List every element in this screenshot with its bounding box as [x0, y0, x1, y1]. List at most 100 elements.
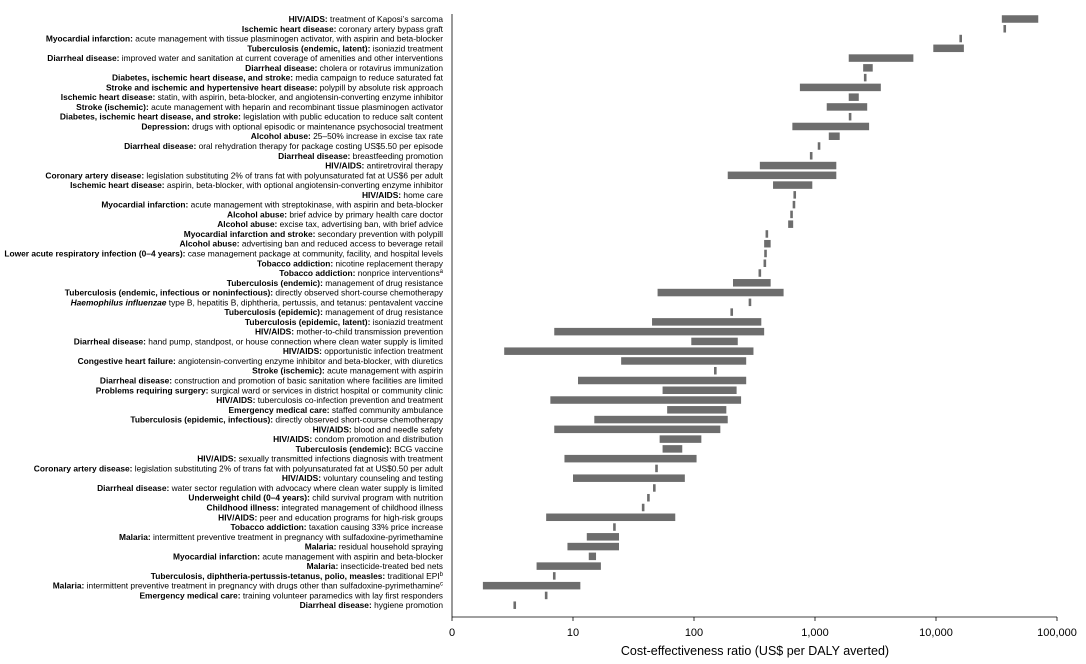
- range-bar: [552, 572, 556, 580]
- row-label-intervention: tuberculosis co-infection prevention and…: [255, 395, 443, 405]
- row-label: Underweight child (0–4 years): child sur…: [188, 493, 443, 503]
- range-bar: [758, 269, 762, 277]
- range-bar: [759, 161, 837, 170]
- row-label: Myocardial infarction and stroke: second…: [184, 229, 443, 239]
- row-label: Myocardial infarction: acute management …: [46, 34, 443, 44]
- row-label: HIV/AIDS: sexually transmitted infection…: [197, 454, 443, 464]
- row-label-intervention: cholera or rotavirus immunization: [317, 63, 443, 73]
- row-label: Diarrheal disease: hygiene promotion: [300, 600, 444, 610]
- row-label-intervention: integrated management of childhood illne…: [279, 503, 443, 513]
- row-label-intervention: angiotensin-converting enzyme inhibitor …: [176, 356, 443, 366]
- range-bar: [662, 386, 737, 395]
- range-bar: [586, 533, 620, 541]
- range-bar: [773, 181, 813, 189]
- range-bar: [764, 239, 771, 248]
- range-bar: [554, 327, 765, 336]
- row-label-category: Lower acute respiratory infection (0–4 y…: [4, 248, 185, 258]
- range-bar: [848, 112, 852, 121]
- x-tick-label: 10,000: [919, 627, 953, 639]
- row-label-intervention: BCG vaccine: [392, 444, 444, 454]
- x-axis-title: Cost-effectiveness ratio (US$ per DALY a…: [621, 644, 889, 658]
- row-label: Diarrheal disease: construction and prom…: [100, 375, 443, 385]
- row-label-category: Underweight child (0–4 years):: [188, 493, 309, 503]
- row-label-category: HIV/AIDS:: [216, 395, 255, 405]
- row-label-intervention: isoniazid treatment: [370, 43, 443, 53]
- bars: [482, 15, 1039, 609]
- row-label: Tuberculosis (endemic, latent): isoniazi…: [247, 43, 443, 53]
- row-label-intervention: polypill by absolute risk approach: [317, 82, 443, 92]
- range-bar: [848, 93, 859, 101]
- row-label: Ischemic heart disease: statin, with asp…: [61, 92, 443, 102]
- row-label: Depression: drugs with optional episodic…: [141, 121, 443, 131]
- range-bar: [653, 484, 656, 492]
- range-bar: [959, 34, 962, 43]
- row-label: Diarrheal disease: water sector regulati…: [97, 483, 443, 493]
- row-label-intervention: treatment of Kaposi’s sarcoma: [328, 14, 444, 24]
- row-label-intervention: nonprice interventions: [355, 268, 439, 278]
- range-bar: [578, 376, 747, 385]
- row-label: Congestive heart failure: angiotensin-co…: [78, 356, 443, 366]
- range-bar: [613, 523, 616, 531]
- row-label-category: Diarrheal disease:: [124, 141, 196, 151]
- range-bar: [828, 132, 840, 140]
- row-label-intervention: legislation substituting 2% of trans fat…: [144, 170, 444, 180]
- row-label: Ischemic heart disease: coronary artery …: [242, 24, 444, 34]
- row-label-intervention: staffed community ambulance: [330, 405, 444, 415]
- row-label: HIV/AIDS: treatment of Kaposi’s sarcoma: [289, 14, 444, 24]
- row-label: Diarrheal disease: breastfeeding promoti…: [278, 151, 443, 161]
- row-label: Problems requiring surgery: surgical war…: [96, 385, 443, 395]
- row-label-intervention: acute management with heparin and recomb…: [149, 102, 443, 112]
- range-bar: [788, 220, 794, 228]
- row-label-footnote: b: [440, 572, 444, 578]
- x-tick-label: 10: [567, 627, 579, 639]
- row-label: Tobacco addiction: nicotine replacement …: [257, 258, 444, 268]
- row-label-category: Tuberculosis (epidemic, infectious):: [130, 415, 273, 425]
- row-label-category: Alcohol abuse:: [180, 239, 240, 249]
- row-label: Malaria: intermittent preventive treatme…: [53, 581, 443, 591]
- row-label-category: Ischemic heart disease:: [70, 180, 165, 190]
- row-labels: HIV/AIDS: treatment of Kaposi’s sarcomaI…: [4, 14, 443, 610]
- row-label: Tuberculosis (epidemic, infectious): dir…: [130, 415, 443, 425]
- row-label-intervention: home care: [401, 190, 443, 200]
- row-label-intervention: residual household spraying: [336, 542, 443, 552]
- range-bar: [513, 601, 517, 609]
- range-bar: [793, 191, 797, 199]
- range-bar: [655, 464, 658, 473]
- range-bar: [933, 44, 964, 53]
- row-label-category: Alcohol abuse:: [251, 131, 311, 141]
- row-label-category: HIV/AIDS:: [313, 424, 352, 434]
- row-label-intervention: peer and education programs for high-ris…: [257, 512, 443, 522]
- row-label-category: Tuberculosis (epidemic, latent):: [245, 317, 371, 327]
- row-label: Malaria: residual household spraying: [305, 542, 444, 552]
- row-label-category: Stroke and ischemic and hypertensive hea…: [106, 82, 317, 92]
- row-label-intervention: oral rehydration therapy for package cos…: [196, 141, 443, 151]
- row-label-category: HIV/AIDS:: [325, 161, 364, 171]
- range-bar: [621, 357, 747, 365]
- row-label-intervention: traditional EPI: [385, 571, 439, 581]
- row-label-intervention: hygiene promotion: [372, 600, 444, 610]
- row-label: HIV/AIDS: antiretroviral therapy: [325, 161, 444, 171]
- row-label: Ischemic heart disease: aspirin, beta-bl…: [70, 180, 443, 190]
- row-label-category: HIV/AIDS:: [362, 190, 401, 200]
- row-label-intervention: secondary prevention with polypill: [315, 229, 443, 239]
- row-label-category: Childhood illness:: [207, 503, 280, 513]
- row-label-intervention: drugs with optional episodic or maintena…: [190, 121, 444, 131]
- range-bar: [792, 200, 796, 209]
- row-label-intervention: antiretroviral therapy: [364, 161, 443, 171]
- row-label-category: Diarrheal disease:: [300, 600, 372, 610]
- range-bar: [826, 103, 868, 111]
- plot-area: 0 10 100 1,000 10,000 100,000: [449, 14, 1077, 639]
- row-label-category: HIV/AIDS:: [289, 14, 328, 24]
- range-bar: [594, 415, 728, 424]
- row-label-intervention: nicotine replacement therapy: [333, 258, 444, 268]
- row-label: HIV/AIDS: peer and education programs fo…: [218, 512, 443, 522]
- row-label-category: HIV/AIDS:: [273, 434, 312, 444]
- row-label-category: Diarrheal disease:: [74, 336, 146, 346]
- range-bar: [667, 406, 727, 414]
- row-label-intervention: sexually transmitted infections diagnosi…: [236, 454, 443, 464]
- row-label: HIV/AIDS: voluntary counseling and testi…: [282, 473, 443, 483]
- row-label: Tuberculosis (endemic): management of dr…: [227, 278, 444, 288]
- range-bar: [573, 474, 685, 482]
- range-bar: [662, 445, 683, 453]
- row-label-category: Coronary artery disease:: [45, 170, 144, 180]
